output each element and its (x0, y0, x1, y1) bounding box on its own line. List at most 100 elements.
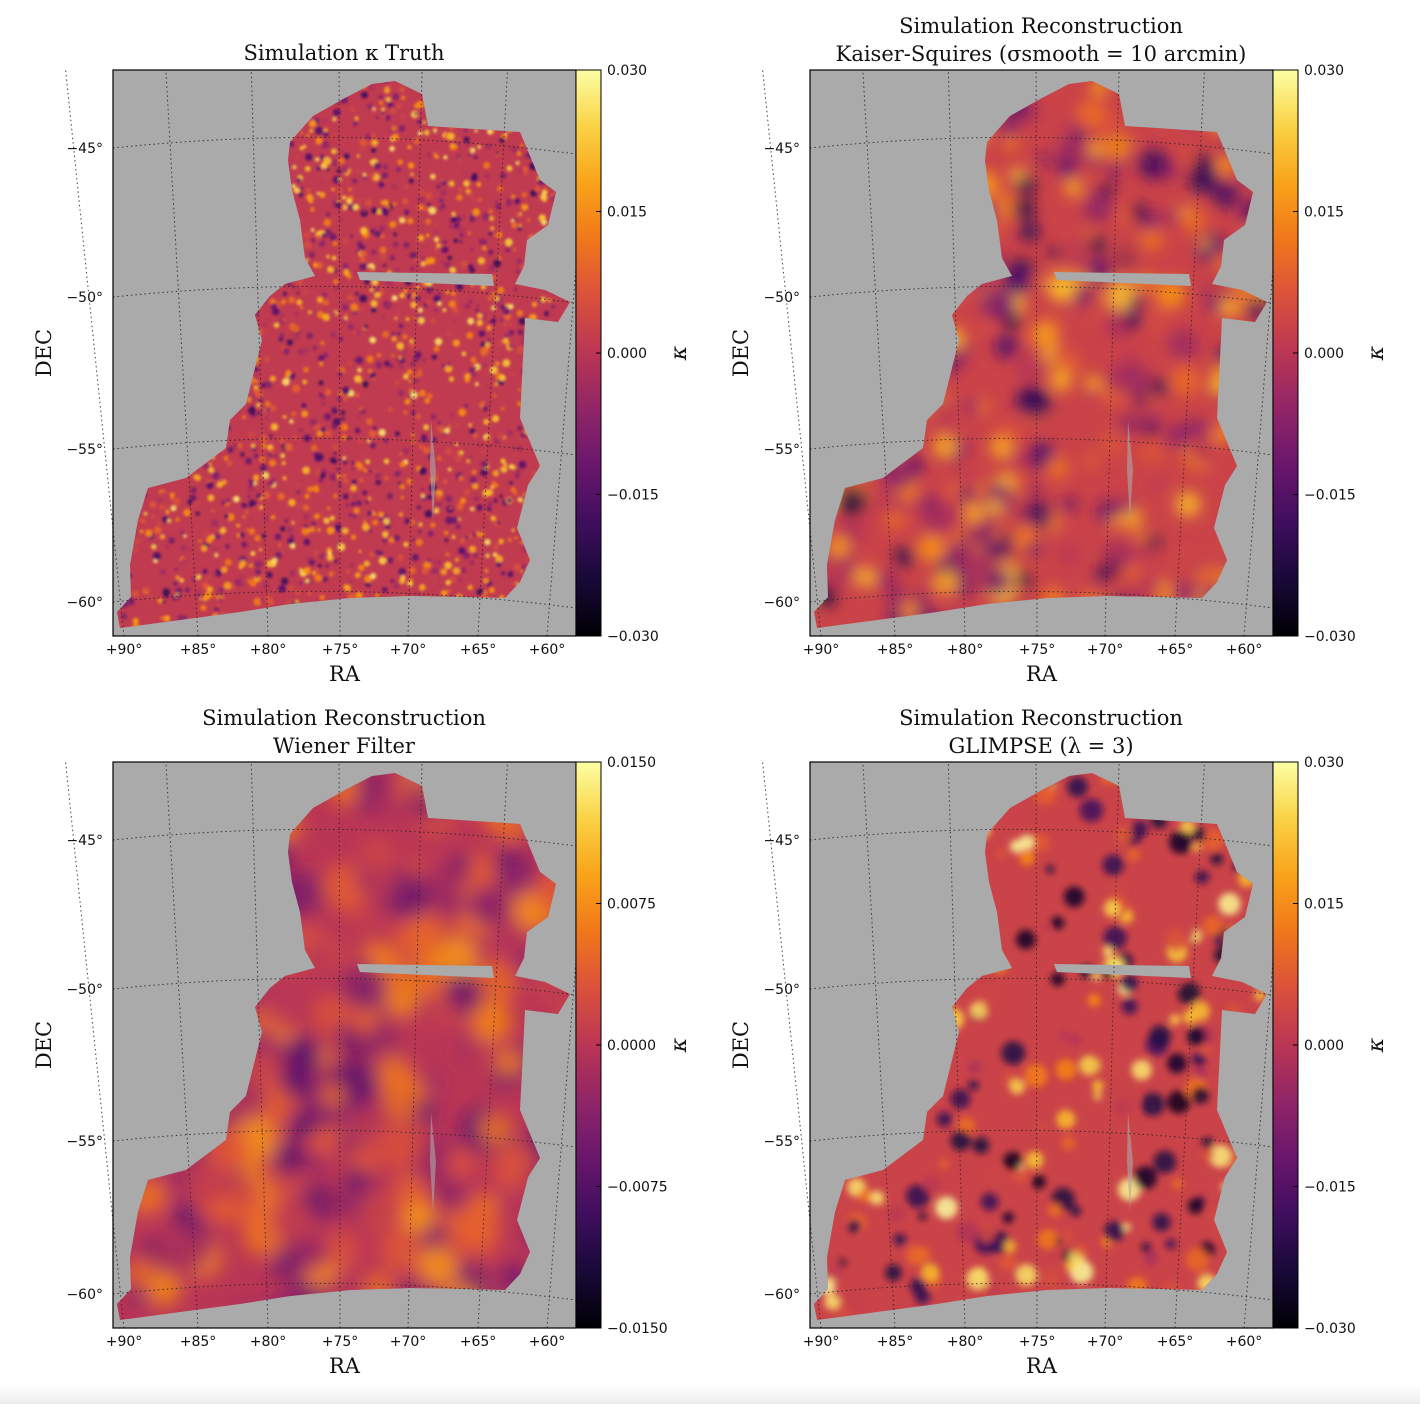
x-tick-label: +60° (1226, 642, 1263, 658)
x-tick-label: +75° (322, 1334, 359, 1350)
chart-title-line: Kaiser-Squires (σsmooth = 10 arcmin) (836, 42, 1247, 66)
chart-title-line: Wiener Filter (273, 734, 416, 758)
x-tick-label: +90° (106, 1334, 143, 1350)
mask-streak (430, 420, 436, 520)
y-axis-label: DEC (32, 1021, 56, 1069)
y-tick-label: −45° (763, 833, 800, 849)
dec-gridline (809, 136, 1274, 155)
y-axis-label: DEC (729, 329, 753, 377)
colorbar-tick-label: −0.0150 (607, 1321, 668, 1337)
y-tick-label: −45° (66, 833, 103, 849)
x-axis-label: RA (1026, 662, 1058, 686)
chart-title-line: Simulation Reconstruction (202, 706, 486, 730)
colorbar-tick-label: 0.030 (1304, 63, 1344, 79)
colorbar-label: κ (667, 345, 692, 361)
chart-svg: Simulation Reconstruction Wiener Filter −4… (32, 706, 692, 1378)
x-tick-label: +90° (106, 642, 143, 658)
x-tick-label: +85° (877, 642, 914, 658)
colorbar-tick-label: 0.0000 (607, 1038, 656, 1054)
panel-kaiser-squires: Simulation Reconstruction Kaiser-Squires … (697, 0, 1397, 690)
y-axis-label: DEC (32, 329, 56, 377)
colorbar-tick-label: 0.0075 (607, 897, 656, 913)
x-tick-label: +85° (180, 642, 217, 658)
panel-glimpse: Simulation Reconstruction GLIMPSE (λ = 3)… (697, 692, 1397, 1382)
y-tick-label: −55° (66, 1134, 103, 1150)
mask-streak (430, 1112, 436, 1212)
x-tick-label: +80° (250, 642, 287, 658)
x-tick-label: +65° (460, 642, 497, 658)
colorbar-tick-label: 0.000 (1304, 1038, 1344, 1054)
colorbar-tick-label: −0.015 (1304, 1180, 1356, 1196)
chart-title-line: Simulation Reconstruction (899, 14, 1183, 38)
mask-gap (1054, 964, 1191, 978)
colorbar-label: κ (667, 1037, 692, 1053)
colorbar-tick-label: 0.000 (1304, 346, 1344, 362)
colorbar-tick-label: 0.015 (607, 205, 647, 221)
chart-title-line: Simulation Reconstruction (899, 706, 1183, 730)
y-tick-label: −55° (66, 442, 103, 458)
dec-gridline (112, 437, 577, 456)
colorbar-tick-label: 0.015 (1304, 205, 1344, 221)
dec-gridline (809, 828, 1274, 847)
y-tick-label: −55° (763, 1134, 800, 1150)
colorbar-label: κ (1364, 1037, 1389, 1053)
dec-gridline (112, 1129, 577, 1148)
chart-title-line: GLIMPSE (λ = 3) (948, 734, 1133, 758)
x-tick-label: +80° (250, 1334, 287, 1350)
ra-gridline (65, 761, 125, 1329)
graticule (65, 761, 593, 1329)
ra-gridline (762, 761, 822, 1329)
dec-gridline (112, 285, 577, 304)
mask-streak (1127, 420, 1133, 520)
bottom-shadow (0, 1386, 1420, 1404)
dec-gridline (809, 285, 1274, 304)
dec-gridline (112, 136, 577, 155)
dec-gridline (809, 1282, 1274, 1301)
chart-svg: Simulation κ Truth −45° −50° −55° −60° +90° +8… (32, 41, 692, 686)
colorbar-tick-label: 0.000 (607, 346, 647, 362)
y-tick-label: −45° (66, 141, 103, 157)
mask-gap (1054, 272, 1191, 286)
x-tick-label: +70° (1087, 1334, 1124, 1350)
y-tick-label: −60° (763, 1287, 800, 1303)
panel-simulation-truth: Simulation κ Truth −45° −50° −55° −60° +90° +8… (0, 0, 700, 690)
colorbar-tick-label: 0.015 (1304, 897, 1344, 913)
mask-gap (357, 272, 494, 286)
y-tick-label: −50° (66, 290, 103, 306)
x-tick-label: +90° (803, 642, 840, 658)
y-tick-label: −60° (66, 595, 103, 611)
dec-gridline (809, 977, 1274, 996)
x-tick-label: +90° (803, 1334, 840, 1350)
x-tick-label: +75° (322, 642, 359, 658)
x-tick-label: +60° (529, 1334, 566, 1350)
colorbar-tick-label: −0.0075 (607, 1180, 668, 1196)
dec-gridline (809, 590, 1274, 609)
colorbar-tick-label: −0.030 (1304, 1321, 1356, 1337)
x-tick-label: +70° (390, 642, 427, 658)
x-tick-label: +75° (1019, 1334, 1056, 1350)
colorbar-label: κ (1364, 345, 1389, 361)
mask-streak (1127, 1112, 1133, 1212)
y-tick-label: −60° (66, 1287, 103, 1303)
y-tick-label: −45° (763, 141, 800, 157)
colorbar-tick-label: 0.030 (1304, 755, 1344, 771)
chart-svg: Simulation Reconstruction Kaiser-Squires … (729, 14, 1389, 686)
y-tick-label: −50° (763, 982, 800, 998)
colorbar-tick-label: −0.015 (1304, 488, 1356, 504)
y-tick-label: −55° (763, 442, 800, 458)
x-tick-label: +60° (1226, 1334, 1263, 1350)
ra-gridline (65, 69, 125, 637)
colorbar-tick-label: −0.015 (607, 488, 659, 504)
graticule (762, 761, 1290, 1329)
x-axis-label: RA (329, 1354, 361, 1378)
graticule (65, 69, 593, 637)
colorbar-tick-label: 0.0150 (607, 755, 656, 771)
x-tick-label: +65° (460, 1334, 497, 1350)
colorbar-tick-label: 0.030 (607, 63, 647, 79)
x-tick-label: +70° (1087, 642, 1124, 658)
x-tick-label: +80° (947, 642, 984, 658)
x-tick-label: +85° (877, 1334, 914, 1350)
chart-svg: Simulation Reconstruction GLIMPSE (λ = 3)… (729, 706, 1389, 1378)
dec-gridline (809, 437, 1274, 456)
